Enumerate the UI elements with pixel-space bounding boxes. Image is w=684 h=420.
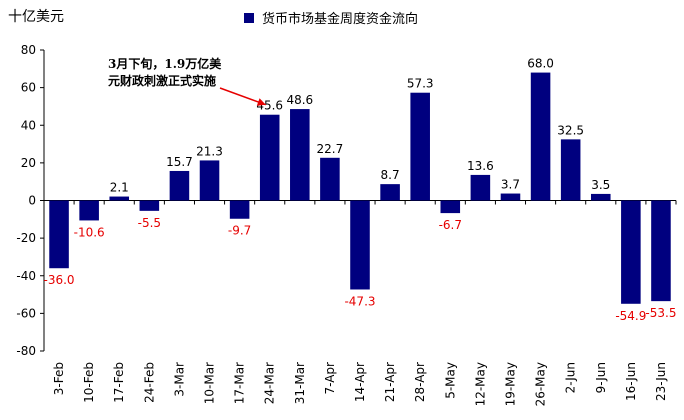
bar-31-Mar: [290, 109, 310, 201]
data-label-3-Feb: -36.0: [44, 273, 75, 287]
data-label-10-Mar: 21.3: [196, 144, 223, 158]
y-tick-label: -60: [16, 306, 36, 320]
bar-2-Jun: [560, 139, 581, 201]
category-label-3-Feb: 3-Feb: [52, 362, 66, 395]
y-tick-label: -40: [16, 269, 36, 283]
data-label-9-Jun: 3.5: [591, 178, 610, 192]
category-label-28-Apr: 28-Apr: [413, 362, 427, 402]
bar-28-Apr: [410, 92, 430, 201]
data-label-14-Apr: -47.3: [344, 294, 375, 308]
category-label-16-Jun: 16-Jun: [624, 362, 638, 401]
data-label-19-May: 3.7: [501, 178, 520, 192]
data-label-24-Feb: -5.5: [138, 216, 161, 230]
category-label-31-Mar: 31-Mar: [293, 362, 307, 404]
y-tick-label: -20: [16, 231, 36, 245]
category-label-17-Mar: 17-Mar: [233, 362, 247, 404]
bar-9-Jun: [590, 193, 611, 201]
bar-5-May: [440, 200, 461, 214]
category-label-10-Mar: 10-Mar: [203, 362, 217, 404]
data-label-12-May: 13.6: [467, 159, 494, 173]
y-tick-label: 0: [28, 194, 36, 208]
bar-24-Feb: [139, 200, 160, 211]
y-tick-label: -80: [16, 344, 36, 358]
data-label-17-Feb: 2.1: [110, 181, 129, 195]
annotation-line-1: 3月下旬，1.9万亿美: [108, 57, 222, 71]
bar-7-Apr: [320, 157, 340, 201]
y-axis-unit-label: 十亿美元: [8, 9, 64, 25]
bar-17-Feb: [109, 196, 130, 201]
data-label-17-Mar: -9.7: [228, 224, 251, 238]
bar-21-Apr: [380, 184, 400, 201]
y-tick-label: 40: [21, 118, 36, 132]
category-label-2-Jun: 2-Jun: [564, 362, 578, 393]
bar-23-Jun: [651, 200, 671, 302]
data-label-31-Mar: 48.6: [286, 93, 313, 107]
bar-10-Feb: [79, 200, 99, 221]
data-label-23-Jun: -53.5: [645, 306, 676, 320]
category-label-17-Feb: 17-Feb: [112, 362, 126, 403]
bar-3-Mar: [169, 170, 190, 201]
annotation-arrow-line: [219, 87, 266, 106]
bar-26-May: [530, 72, 551, 201]
data-label-28-Apr: 57.3: [407, 77, 434, 91]
category-label-19-May: 19-May: [503, 362, 517, 406]
legend-label: 货币市场基金周度资金流向: [262, 12, 419, 27]
y-tick-label: 80: [21, 43, 36, 57]
bar-12-May: [470, 174, 491, 201]
y-tick-label: 60: [21, 81, 36, 95]
annotation-text: 3月下旬，1.9万亿美 元财政刺激正式实施: [108, 56, 221, 90]
category-label-26-May: 26-May: [534, 362, 548, 406]
legend-swatch: [244, 12, 254, 23]
data-label-21-Apr: 8.7: [381, 168, 400, 182]
bar-10-Mar: [199, 160, 220, 201]
data-label-16-Jun: -54.9: [615, 309, 646, 323]
bar-24-Mar: [259, 114, 280, 201]
category-label-21-Apr: 21-Apr: [383, 362, 397, 402]
bar-16-Jun: [621, 200, 641, 304]
category-label-14-Apr: 14-Apr: [353, 362, 367, 402]
data-label-7-Apr: 22.7: [317, 142, 344, 156]
category-label-5-May: 5-May: [443, 362, 457, 399]
data-label-26-May: 68.0: [527, 57, 554, 71]
category-label-24-Feb: 24-Feb: [142, 362, 156, 403]
data-label-2-Jun: 32.5: [557, 123, 584, 137]
annotation-line-2: 元财政刺激正式实施: [108, 74, 217, 88]
bar-17-Mar: [229, 200, 250, 219]
data-label-5-May: -6.7: [439, 218, 462, 232]
data-label-3-Mar: 15.7: [166, 155, 193, 169]
category-label-3-Mar: 3-Mar: [172, 362, 186, 397]
category-label-23-Jun: 23-Jun: [654, 362, 668, 401]
bar-3-Feb: [49, 200, 69, 269]
y-tick-label: 20: [21, 156, 36, 170]
category-label-12-May: 12-May: [473, 362, 487, 406]
category-label-10-Feb: 10-Feb: [82, 362, 96, 403]
data-label-10-Feb: -10.6: [74, 225, 105, 239]
category-label-7-Apr: 7-Apr: [323, 362, 337, 395]
chart-legend: 货币市场基金周度资金流向: [244, 8, 418, 27]
bar-19-May: [500, 193, 521, 201]
category-label-9-Jun: 9-Jun: [594, 362, 608, 393]
bar-14-Apr: [350, 200, 370, 290]
category-label-24-Mar: 24-Mar: [263, 362, 277, 404]
annotation-arrow-head: [256, 98, 266, 106]
